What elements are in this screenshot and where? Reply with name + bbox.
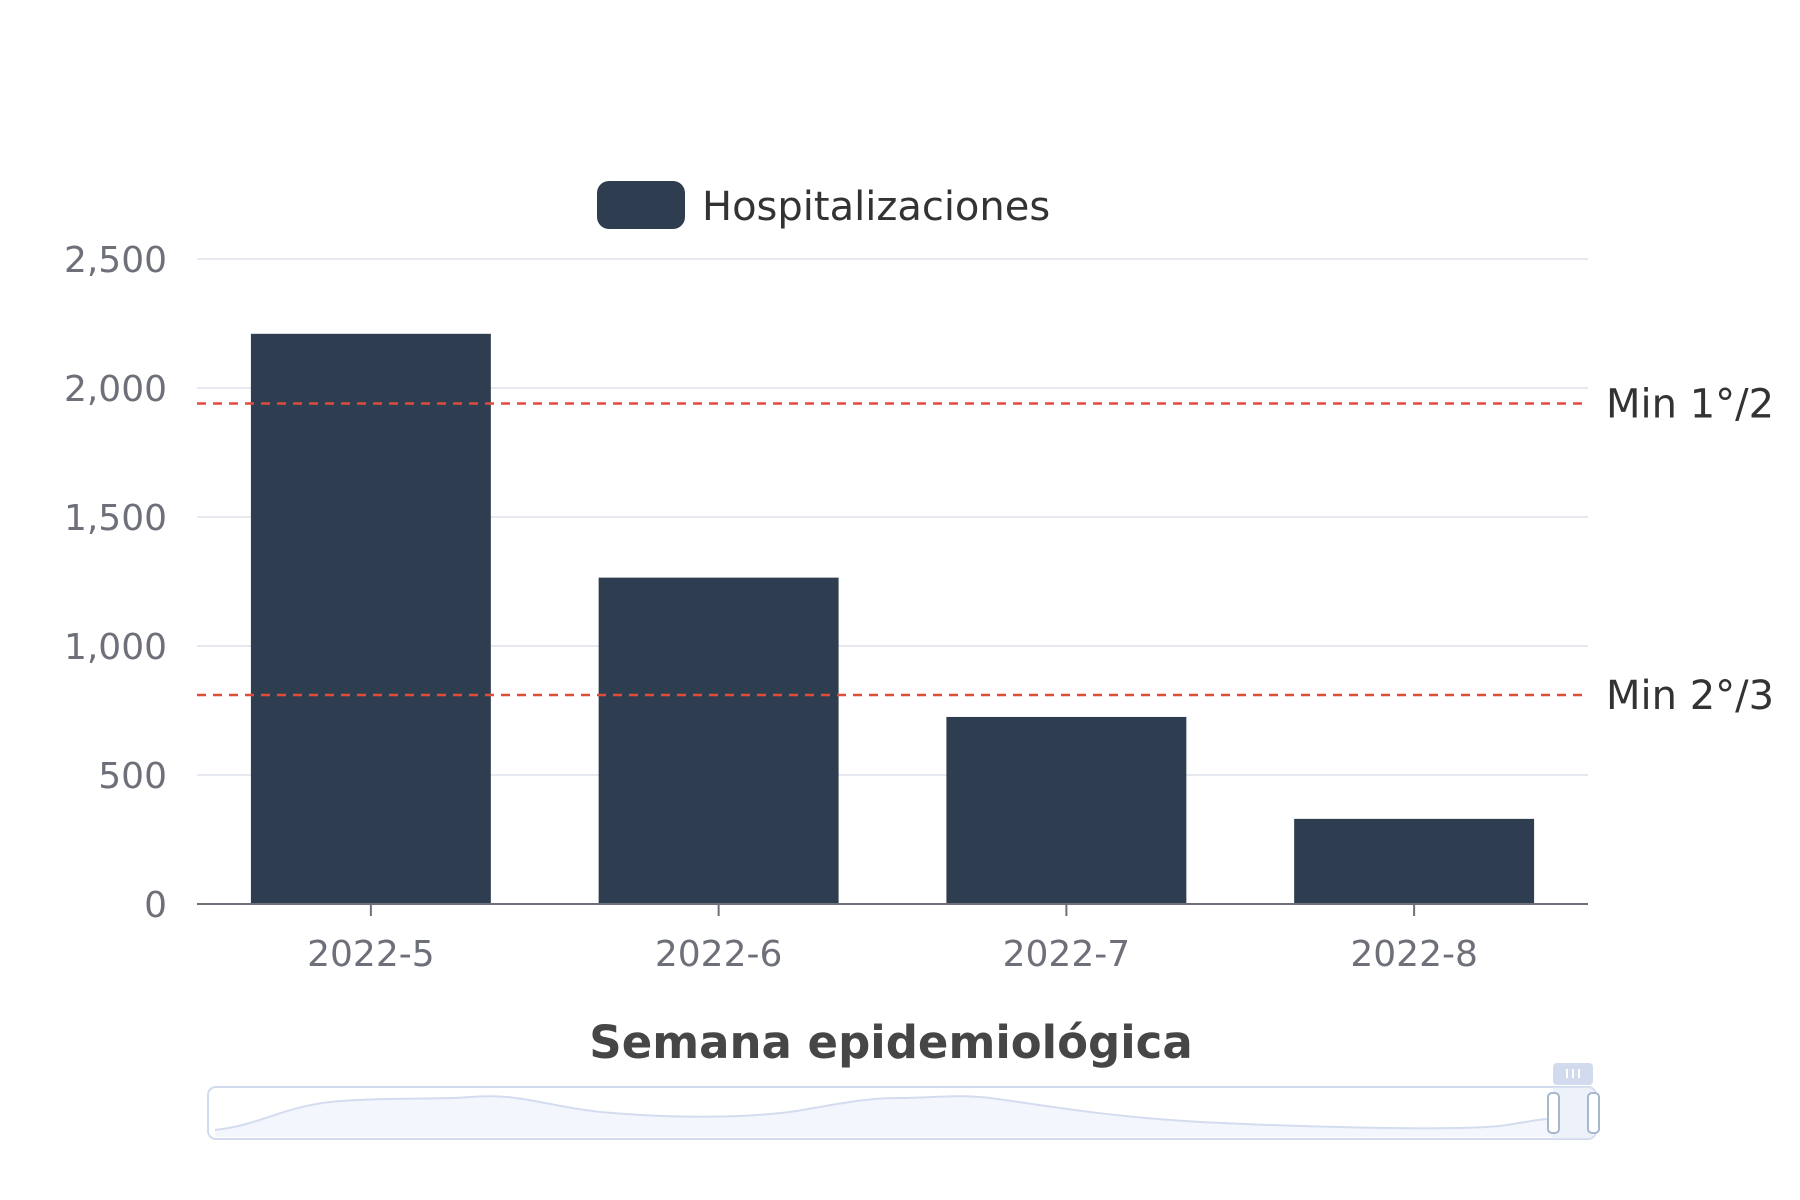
bar[interactable] <box>250 333 491 904</box>
x-tick-label: 2022-7 <box>1003 934 1131 975</box>
y-tick-label: 500 <box>98 756 167 797</box>
bar[interactable] <box>598 577 839 904</box>
data-zoom-handle-left[interactable] <box>1547 1092 1560 1134</box>
data-zoom-preview <box>214 1095 1556 1131</box>
x-tick-label: 2022-6 <box>655 934 783 975</box>
bar[interactable] <box>1294 818 1535 904</box>
mark-line-label: Min 1°/2 <box>1606 381 1774 427</box>
y-tick-label: 1,500 <box>64 498 167 539</box>
data-zoom-preview-area <box>215 1096 1555 1137</box>
data-zoom-slider[interactable] <box>207 1063 1600 1140</box>
y-tick-label: 2,500 <box>64 240 167 281</box>
bar[interactable] <box>946 716 1187 904</box>
legend[interactable]: Hospitalizaciones <box>597 181 1050 230</box>
y-tick-label: 2,000 <box>64 369 167 410</box>
grip-icon <box>1566 1069 1580 1078</box>
data-zoom-handle-right[interactable] <box>1587 1092 1600 1134</box>
y-tick-label: 1,000 <box>64 627 167 668</box>
x-tick-label: 2022-8 <box>1350 934 1478 975</box>
bars <box>250 333 1535 904</box>
y-tick-label: 0 <box>144 885 167 926</box>
mark-line-label: Min 2°/3 <box>1606 673 1774 719</box>
y-axis: 0 500 1,000 1,500 2,000 2,500 <box>64 240 167 926</box>
x-tick-label: 2022-5 <box>307 934 435 975</box>
legend-label[interactable]: Hospitalizaciones <box>702 184 1050 230</box>
x-axis: 2022-5 2022-6 2022-7 2022-8 <box>197 903 1588 975</box>
mark-lines: Min 1°/2 Min 2°/3 <box>197 381 1774 719</box>
legend-swatch[interactable] <box>597 181 685 229</box>
x-axis-title: Semana epidemiológica <box>589 1016 1192 1069</box>
